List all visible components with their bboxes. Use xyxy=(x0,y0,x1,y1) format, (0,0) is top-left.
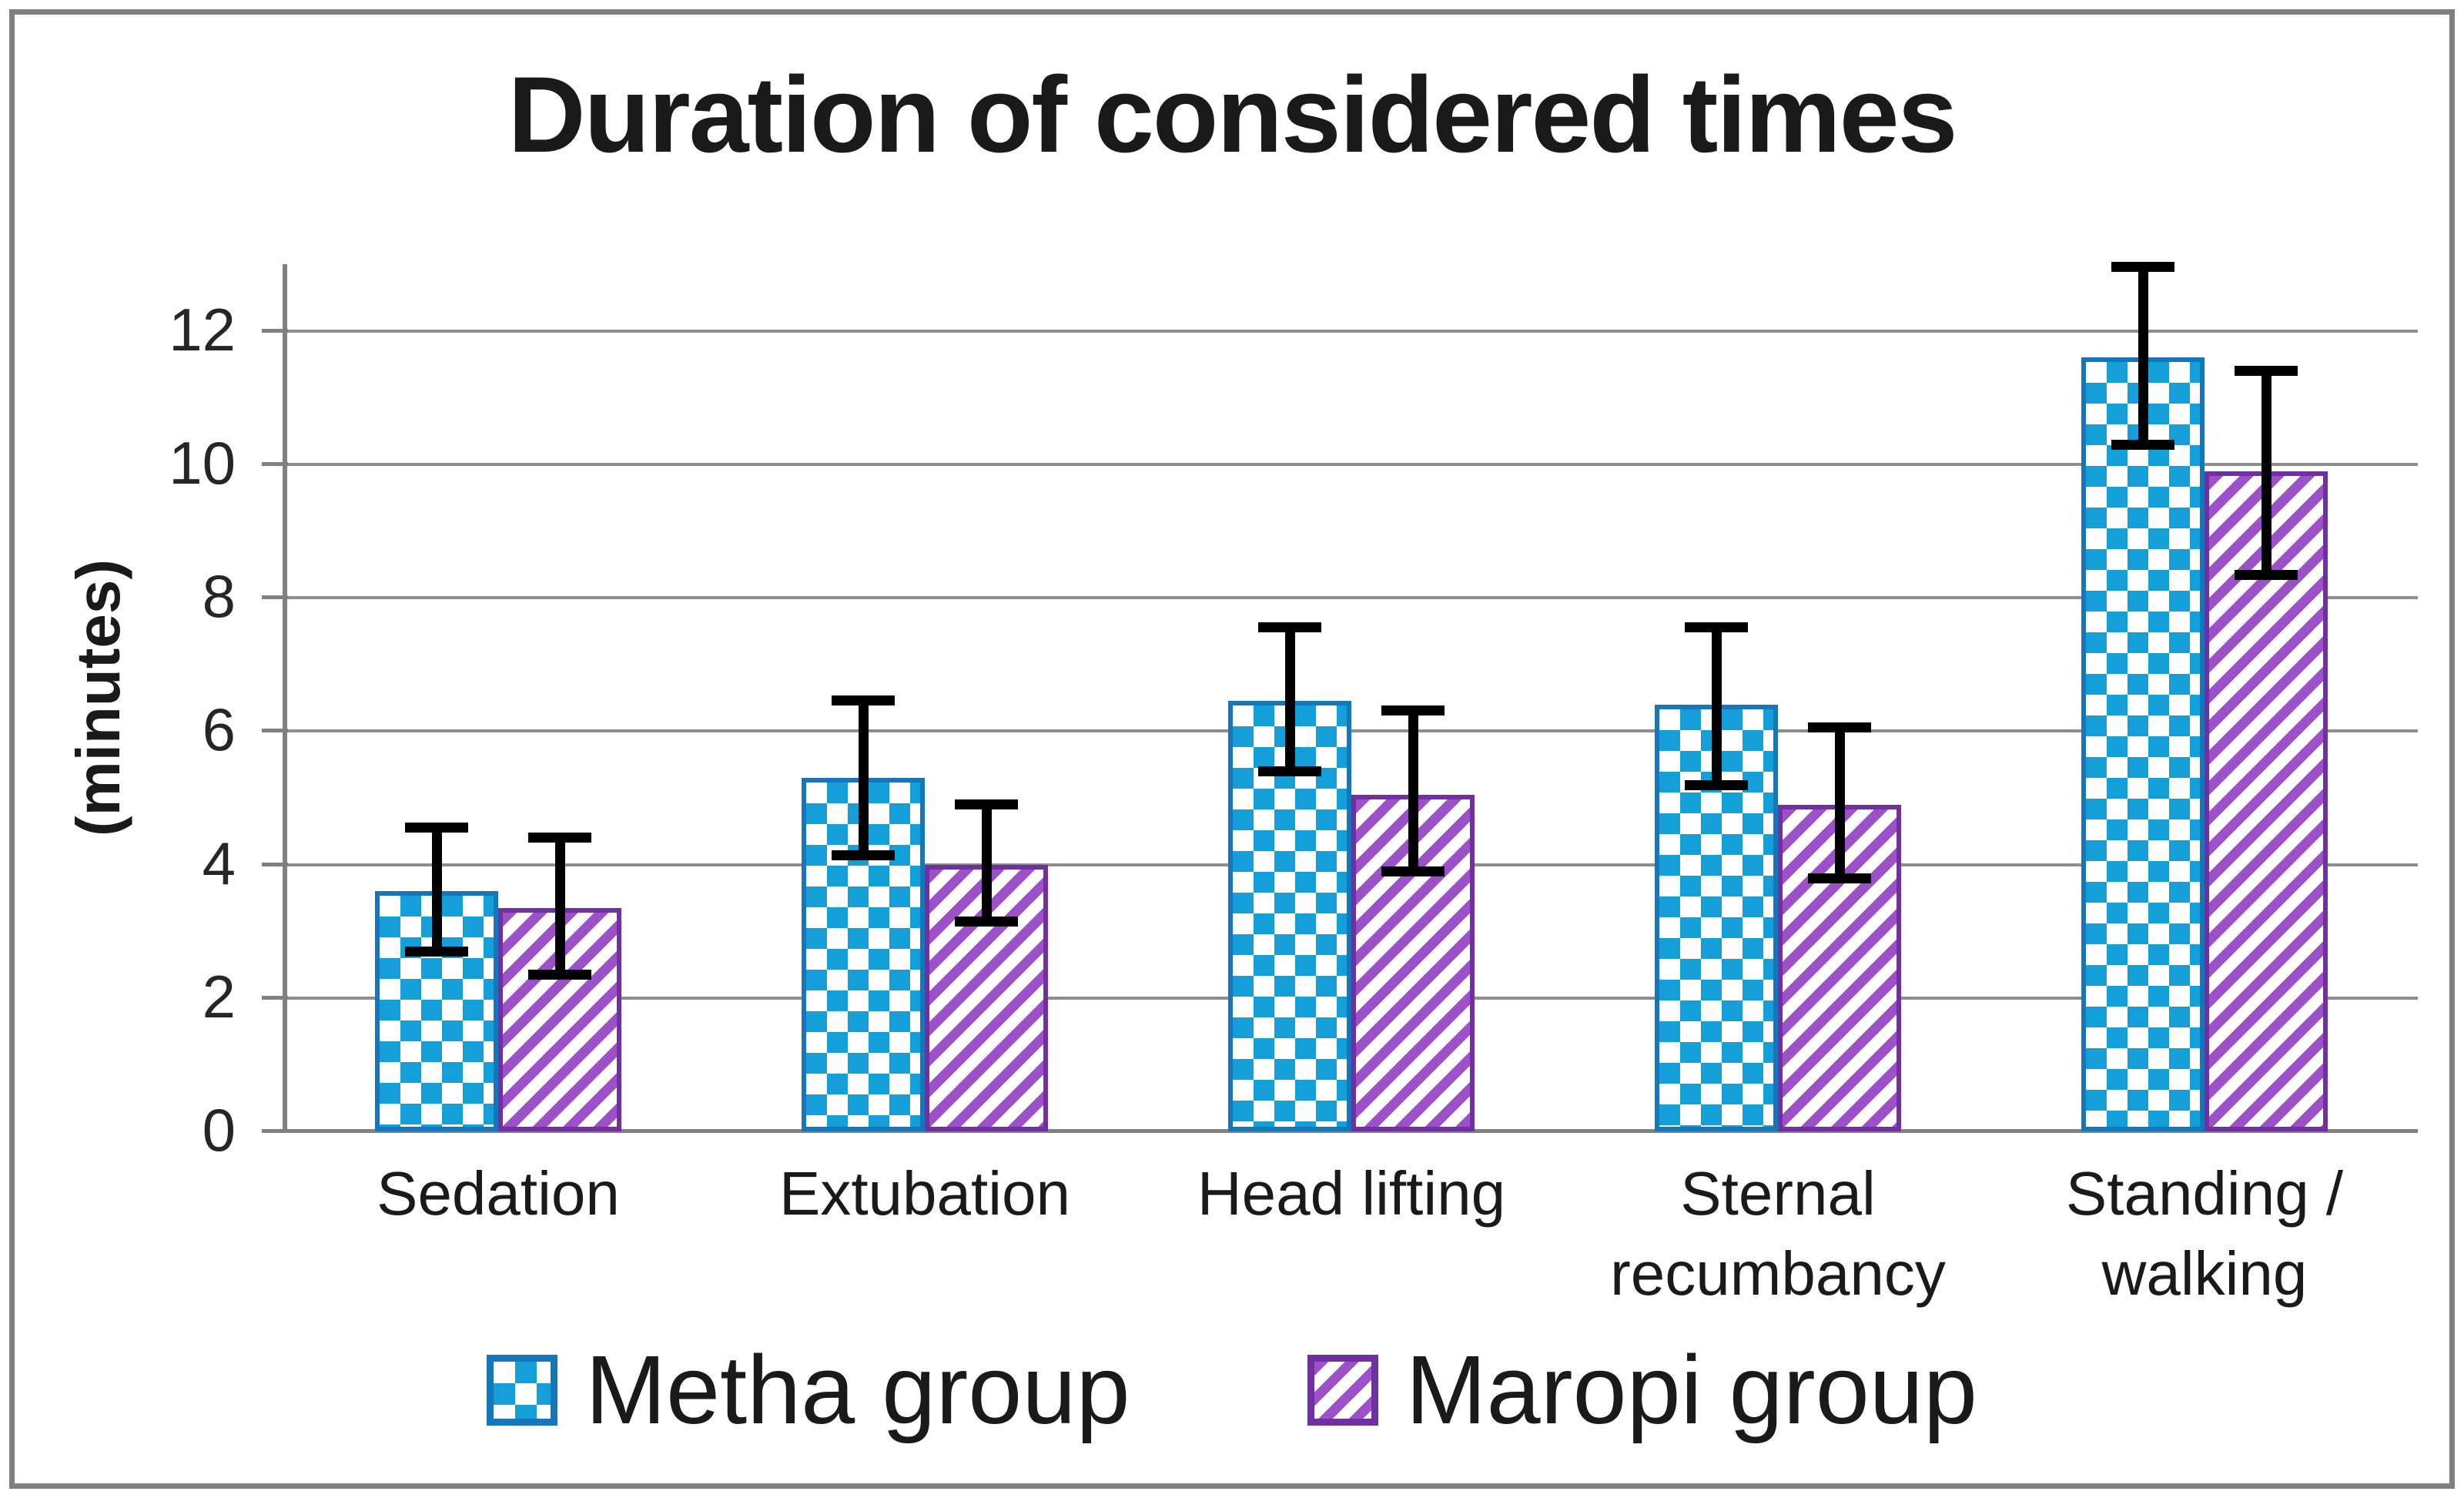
gridline-y-10 xyxy=(285,462,2418,466)
error-bar-cap-top xyxy=(528,832,591,843)
error-bar-cap-top xyxy=(832,695,895,706)
error-bar-line xyxy=(431,827,442,952)
x-axis-category-labels: Sedation Extubation Head lifting Sternal re… xyxy=(285,1154,2418,1314)
y-tick-mark-0 xyxy=(262,1129,288,1133)
category-label-text: Head lifting xyxy=(1197,1159,1506,1228)
bar-maropi-group-4 xyxy=(2205,471,2328,1131)
error-bar-line xyxy=(981,804,992,922)
legend-swatch-stripes-icon xyxy=(1307,1355,1378,1426)
category-label-0: Sedation xyxy=(285,1154,711,1314)
legend: Metha group Maropi group xyxy=(0,1342,2464,1439)
y-tick-mark-6 xyxy=(262,729,288,733)
legend-item-metha-group: Metha group xyxy=(487,1342,1130,1439)
plot-area xyxy=(262,262,2418,1133)
y-tick-label-2: 2 xyxy=(202,962,236,1031)
y-tick-mark-8 xyxy=(262,595,288,600)
category-label-text: Standing / walking xyxy=(2065,1159,2344,1308)
y-tick-mark-4 xyxy=(262,862,288,866)
error-bar-line xyxy=(1834,728,1845,878)
error-bar-cap-top xyxy=(405,822,468,833)
error-bar-cap-bottom xyxy=(1381,866,1445,877)
legend-label: Metha group xyxy=(585,1335,1130,1444)
error-bar-line xyxy=(2138,267,2148,444)
error-bar-cap-top xyxy=(2235,365,2298,376)
error-bar-cap-bottom xyxy=(405,947,468,957)
error-bar-line xyxy=(2261,370,2272,575)
error-bar-cap-top xyxy=(1685,622,1748,633)
error-bar-line xyxy=(1408,711,1418,872)
error-bar-cap-bottom xyxy=(1258,766,1321,777)
y-tick-label-10: 10 xyxy=(169,428,236,497)
y-axis-tick-labels: 0 2 4 6 8 10 12 xyxy=(0,264,236,1160)
y-axis-line xyxy=(283,264,287,1133)
error-bar-cap-top xyxy=(955,799,1018,809)
category-label-1: Extubation xyxy=(711,1154,1138,1314)
legend-swatch-checker-icon xyxy=(487,1355,558,1426)
error-bar-cap-top xyxy=(2111,262,2174,273)
gridline-y-8 xyxy=(285,596,2418,600)
y-tick-label-6: 6 xyxy=(202,695,236,764)
y-tick-label-8: 8 xyxy=(202,562,236,631)
error-bar-line xyxy=(554,837,565,975)
error-bar-cap-bottom xyxy=(2235,569,2298,580)
legend-item-maropi-group: Maropi group xyxy=(1307,1342,1977,1439)
category-label-text: Sedation xyxy=(377,1159,620,1228)
error-bar-cap-bottom xyxy=(955,917,1018,927)
error-bar-line xyxy=(858,701,869,855)
y-tick-label-4: 4 xyxy=(202,829,236,897)
error-bar-cap-top xyxy=(1381,705,1445,716)
error-bar-cap-bottom xyxy=(2111,439,2174,450)
error-bar-cap-bottom xyxy=(528,970,591,980)
category-label-text: Sternal recumbancy xyxy=(1610,1159,1946,1308)
gridline-y-6 xyxy=(285,729,2418,733)
error-bar-cap-bottom xyxy=(1685,779,1748,790)
y-tick-mark-10 xyxy=(262,461,288,466)
error-bar-cap-top xyxy=(1808,722,1871,732)
error-bar-cap-bottom xyxy=(1808,873,1871,883)
category-label-4: Standing / walking xyxy=(1991,1154,2418,1314)
category-label-text: Extubation xyxy=(778,1159,1071,1228)
category-label-3: Sternal recumbancy xyxy=(1565,1154,1991,1314)
y-tick-mark-12 xyxy=(262,328,288,333)
bar-metha-group-4 xyxy=(2081,357,2205,1131)
error-bar-line xyxy=(1711,628,1722,785)
error-bar-cap-top xyxy=(1258,622,1321,633)
error-bar-cap-bottom xyxy=(832,850,895,860)
error-bar-line xyxy=(1284,628,1295,772)
chart-title: Duration of considered times xyxy=(507,54,1958,175)
legend-label: Maropi group xyxy=(1405,1335,1977,1444)
y-tick-mark-2 xyxy=(262,995,288,1000)
y-tick-label-12: 12 xyxy=(169,295,236,364)
y-tick-label-0: 0 xyxy=(202,1096,236,1164)
gridline-y-12 xyxy=(285,329,2418,333)
category-label-2: Head lifting xyxy=(1138,1154,1565,1314)
